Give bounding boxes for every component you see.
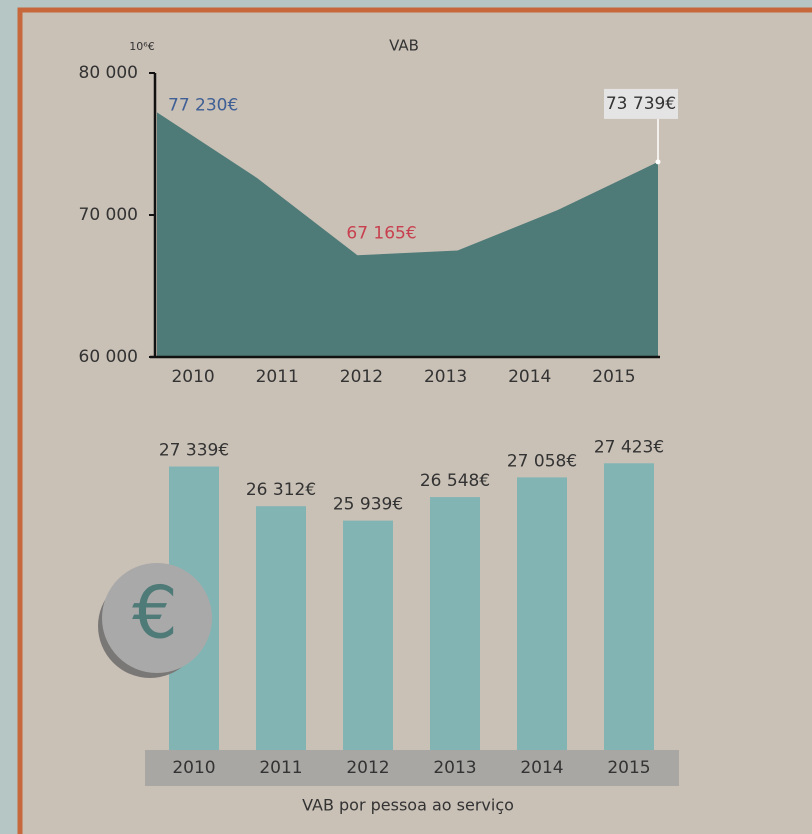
area — [157, 112, 658, 357]
label-box — [604, 88, 678, 119]
x-tick-label: 2014 — [508, 367, 551, 387]
chart-title: VAB por pessoa ao serviço — [302, 796, 514, 815]
x-tick-label: 2012 — [340, 367, 383, 387]
data-label: 26 548€ — [420, 471, 490, 491]
data-label: 67 165€ — [346, 223, 416, 243]
y-tick-label: 60 000 — [79, 347, 138, 367]
panel — [17, 7, 812, 834]
coin-symbol: € — [132, 571, 178, 655]
coin-icon: € — [98, 563, 212, 678]
data-label: 27 058€ — [507, 451, 577, 471]
data-label: 73 739€ — [606, 94, 676, 114]
bar — [256, 506, 306, 750]
bar — [517, 477, 567, 750]
category-band — [145, 750, 679, 786]
data-label: 25 939€ — [333, 495, 403, 515]
x-tick-label: 2010 — [172, 758, 215, 778]
chart-title: VAB — [389, 37, 419, 55]
point-marker — [655, 159, 661, 165]
data-label: 26 312€ — [246, 480, 316, 500]
bar — [604, 463, 654, 750]
x-tick-label: 2015 — [607, 758, 650, 778]
x-tick-label: 2013 — [424, 367, 467, 387]
x-tick-label: 2011 — [256, 367, 299, 387]
y-tick-label: 80 000 — [79, 63, 138, 83]
data-label: 27 423€ — [594, 437, 664, 457]
unit-label: 10⁶€ — [129, 40, 154, 53]
x-tick-label: 2015 — [592, 367, 635, 387]
coin — [102, 563, 212, 673]
x-tick-label: 2013 — [433, 758, 476, 778]
bar — [343, 520, 393, 750]
data-label: 27 339€ — [159, 441, 229, 461]
bar — [430, 497, 480, 750]
x-tick-label: 2011 — [259, 758, 302, 778]
x-tick-label: 2012 — [346, 758, 389, 778]
x-tick-label: 2014 — [520, 758, 563, 778]
data-label: 77 230€ — [168, 95, 238, 115]
x-tick-label: 2010 — [171, 367, 214, 387]
y-tick-label: 70 000 — [79, 205, 138, 225]
